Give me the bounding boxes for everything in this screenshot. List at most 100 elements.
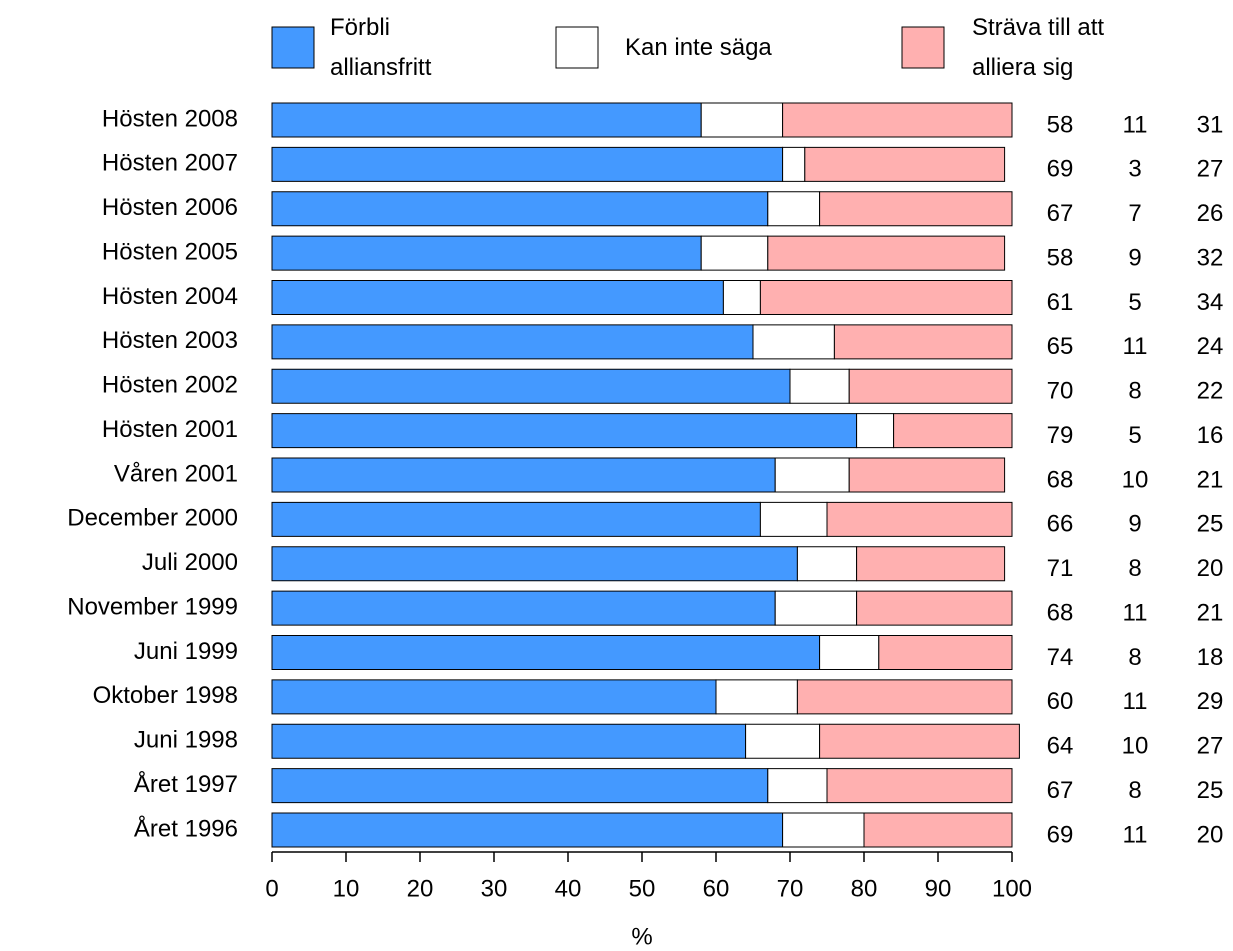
y-tick-label: Våren 2001 [114, 460, 238, 487]
y-tick-label: Hösten 2003 [102, 327, 238, 354]
y-tick-label: Juni 1999 [134, 638, 238, 665]
bar-segment [271, 812, 784, 848]
value-label: 8 [1128, 555, 1141, 582]
bar-segment [819, 723, 1020, 759]
x-tick-label: 100 [992, 875, 1032, 902]
bar-segment [767, 191, 821, 227]
value-label: 11 [1123, 688, 1148, 715]
bar-segment [759, 501, 828, 537]
x-tick-label: 50 [629, 875, 656, 902]
value-label: 32 [1197, 244, 1224, 271]
legend-label: Sträva till att alliera sig [972, 14, 1105, 81]
bar-segment [848, 457, 1006, 493]
value-label: 7 [1128, 200, 1141, 227]
value-label: 61 [1047, 289, 1074, 316]
value-label: 69 [1047, 821, 1074, 848]
bar-segment [782, 812, 865, 848]
x-axis-label: % [631, 923, 652, 950]
value-label: 74 [1047, 644, 1074, 671]
value-label: 34 [1197, 289, 1224, 316]
bar-segment [826, 501, 1013, 537]
bar-segment [700, 102, 784, 138]
legend-label: Kan inte säga [625, 34, 772, 61]
y-tick-label: Hösten 2008 [102, 105, 238, 132]
value-label: 11 [1123, 333, 1148, 360]
y-tick-label: Hösten 2006 [102, 194, 238, 221]
bar-segment [271, 679, 717, 715]
x-tick-label: 80 [851, 875, 878, 902]
value-label: 24 [1197, 333, 1224, 360]
y-tick-label: Hösten 2005 [102, 238, 238, 265]
y-tick-label: Juli 2000 [142, 549, 238, 576]
x-tick-label: 90 [925, 875, 952, 902]
value-label: 25 [1197, 511, 1224, 538]
value-label: 66 [1047, 511, 1074, 538]
bar-segment [856, 413, 895, 449]
value-label: 27 [1197, 156, 1224, 183]
bar-segment [722, 280, 761, 315]
bar-segment [752, 324, 835, 360]
bar-segment [863, 812, 1013, 848]
bar-segment [789, 368, 850, 404]
bar-segment [796, 546, 858, 582]
value-label: 10 [1122, 466, 1149, 493]
bar-segment [782, 146, 806, 182]
value-label: 69 [1047, 156, 1074, 183]
bar-segment [848, 368, 1013, 404]
value-label: 8 [1128, 378, 1141, 405]
value-label: 67 [1047, 200, 1074, 227]
legend-swatch [271, 26, 315, 69]
y-tick-label: Året 1997 [134, 770, 238, 798]
bar-segment [796, 679, 1013, 715]
value-label: 8 [1128, 777, 1141, 804]
bar-segment [826, 768, 1013, 804]
x-tick-label: 20 [407, 875, 434, 902]
bar-segment [271, 413, 858, 449]
bar-segment [878, 635, 1013, 670]
value-label: 31 [1197, 111, 1224, 138]
bar-segment [271, 546, 798, 582]
value-label: 9 [1128, 511, 1141, 538]
bar-segment [767, 235, 1006, 271]
value-label: 11 [1123, 821, 1148, 848]
bar-segment [271, 324, 754, 360]
bar-segment [700, 235, 769, 271]
bar-segment [271, 457, 776, 493]
value-label: 79 [1047, 422, 1074, 449]
legend-swatch [901, 26, 945, 69]
x-tick-label: 0 [265, 875, 278, 902]
bar-segment [774, 457, 850, 493]
legend-swatch [555, 26, 599, 69]
bar-segment [271, 635, 821, 670]
bar-segment [271, 191, 769, 227]
value-label: 68 [1047, 466, 1074, 493]
value-label: 58 [1047, 111, 1074, 138]
y-tick-label: Året 1996 [134, 814, 238, 842]
y-tick-label: Oktober 1998 [93, 682, 238, 709]
y-tick-label: Juni 1998 [134, 727, 238, 754]
x-tick-label: 60 [703, 875, 730, 902]
y-tick-label: Hösten 2004 [102, 283, 238, 310]
bar-segment [271, 235, 702, 271]
y-tick-label: Hösten 2002 [102, 372, 238, 399]
value-label: 29 [1197, 688, 1224, 715]
bar-segment [856, 546, 1006, 582]
value-label: 67 [1047, 777, 1074, 804]
bar-segment [271, 368, 791, 404]
bar-segment [271, 102, 702, 138]
value-label: 11 [1123, 111, 1148, 138]
bar-segment [893, 413, 1013, 449]
bar-segment [833, 324, 1013, 360]
bar-segment [782, 102, 1013, 138]
value-label: 25 [1197, 777, 1224, 804]
value-label: 21 [1197, 466, 1224, 493]
value-label: 11 [1123, 599, 1148, 626]
bar-segment [271, 768, 769, 804]
value-label: 27 [1197, 733, 1224, 760]
value-label: 10 [1122, 733, 1149, 760]
y-tick-label: December 2000 [67, 505, 238, 532]
value-label: 21 [1197, 599, 1224, 626]
value-label: 60 [1047, 688, 1074, 715]
